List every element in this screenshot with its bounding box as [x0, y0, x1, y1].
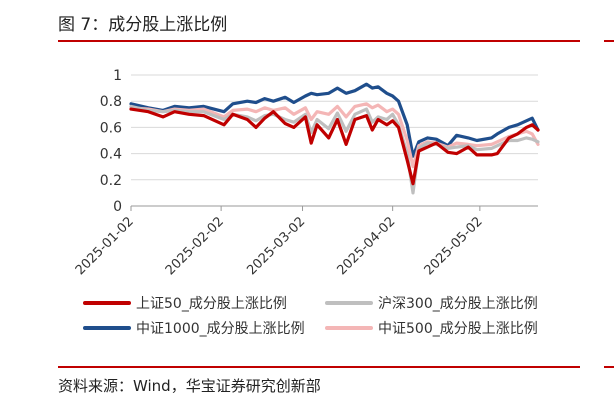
- legend-label-zz500: 中证500_成分股上涨比例: [378, 321, 538, 337]
- series-line-zz500: [129, 102, 540, 169]
- y-tick-label: 1: [113, 68, 122, 84]
- x-axis-ticks: 2025-01-02 2025-02-02 2025-03-02 2025-04-02…: [73, 206, 486, 278]
- y-tick-label: 0.4: [100, 147, 122, 163]
- x-tick-label: 2025-02-02: [163, 214, 227, 278]
- source-note: 资料来源：Wind，华宝证券研究创新部: [58, 377, 321, 395]
- adjacent-figure-rule-bottom: [604, 366, 614, 368]
- x-tick-label: 2025-04-02: [334, 214, 398, 278]
- adjacent-figure-rule: [604, 40, 614, 42]
- top-rule: [58, 40, 580, 42]
- legend-label-zz1000: 中证1000_成分股上涨比例: [136, 321, 305, 337]
- legend-label-sz50: 上证50_成分股上涨比例: [136, 296, 287, 312]
- series-line-zz1000: [129, 82, 540, 158]
- y-tick-label: 0.8: [100, 94, 122, 110]
- x-tick-label: 2025-05-02: [422, 214, 486, 278]
- y-tick-label: 0: [113, 199, 122, 215]
- series-line-sz50: [129, 107, 540, 186]
- legend-label-hs300: 沪深300_成分股上涨比例: [378, 296, 538, 312]
- y-tick-label: 0.6: [100, 120, 122, 136]
- x-tick-label: 2025-01-02: [73, 214, 137, 278]
- y-axis-ticks: 0 0.2 0.4 0.6 0.8 1: [100, 68, 122, 215]
- figure-title: 图 7：成分股上涨比例: [58, 15, 228, 35]
- series-lines: [129, 82, 540, 195]
- y-tick-label: 0.2: [100, 173, 122, 189]
- x-tick-label: 2025-03-02: [244, 214, 308, 278]
- bottom-rule: [58, 366, 580, 368]
